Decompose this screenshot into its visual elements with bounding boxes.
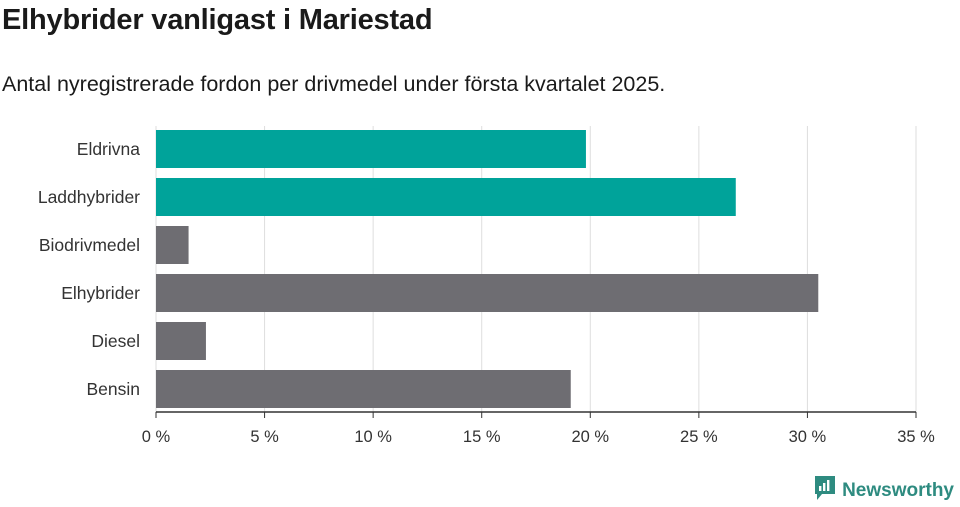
x-tick-label: 25 % <box>680 428 718 446</box>
bar-chart: Eldrivna Laddhybrider Biodrivmedel Elhybrid… <box>38 126 935 446</box>
category-label: Diesel <box>91 331 140 351</box>
category-label: Bensin <box>86 379 140 399</box>
bar-eldrivna <box>156 130 586 168</box>
gridlines <box>155 126 917 412</box>
chart-subtitle: Antal nyregistrerade fordon per drivmede… <box>2 72 666 96</box>
brand-logo: Newsworthy <box>813 474 954 507</box>
category-labels: Eldrivna Laddhybrider Biodrivmedel Elhybrid… <box>38 139 140 399</box>
bar-elhybrider <box>156 274 819 312</box>
bar-biodrivmedel <box>156 226 189 264</box>
x-axis: 0 % 5 % 10 % 15 % 20 % 25 % 30 % 35 % <box>142 411 935 446</box>
x-tick-label: 5 % <box>250 428 279 446</box>
category-label: Laddhybrider <box>38 187 140 207</box>
category-label: Eldrivna <box>77 139 140 159</box>
bar-laddhybrider <box>156 178 736 216</box>
bars <box>156 130 819 408</box>
newsworthy-logo-icon <box>813 474 837 507</box>
category-label: Elhybrider <box>61 283 140 303</box>
x-tick-label: 20 % <box>571 428 609 446</box>
x-tick-label: 0 % <box>142 428 171 446</box>
x-tick-label: 15 % <box>463 428 501 446</box>
category-label: Biodrivmedel <box>39 235 140 255</box>
x-tick-label: 35 % <box>897 428 935 446</box>
bar-bensin <box>156 370 571 408</box>
chart-title: Elhybrider vanligast i Mariestad <box>2 4 433 36</box>
x-tick-label: 10 % <box>354 428 392 446</box>
bar-diesel <box>156 322 206 360</box>
x-tick-label: 30 % <box>789 428 827 446</box>
brand-name: Newsworthy <box>842 479 954 501</box>
